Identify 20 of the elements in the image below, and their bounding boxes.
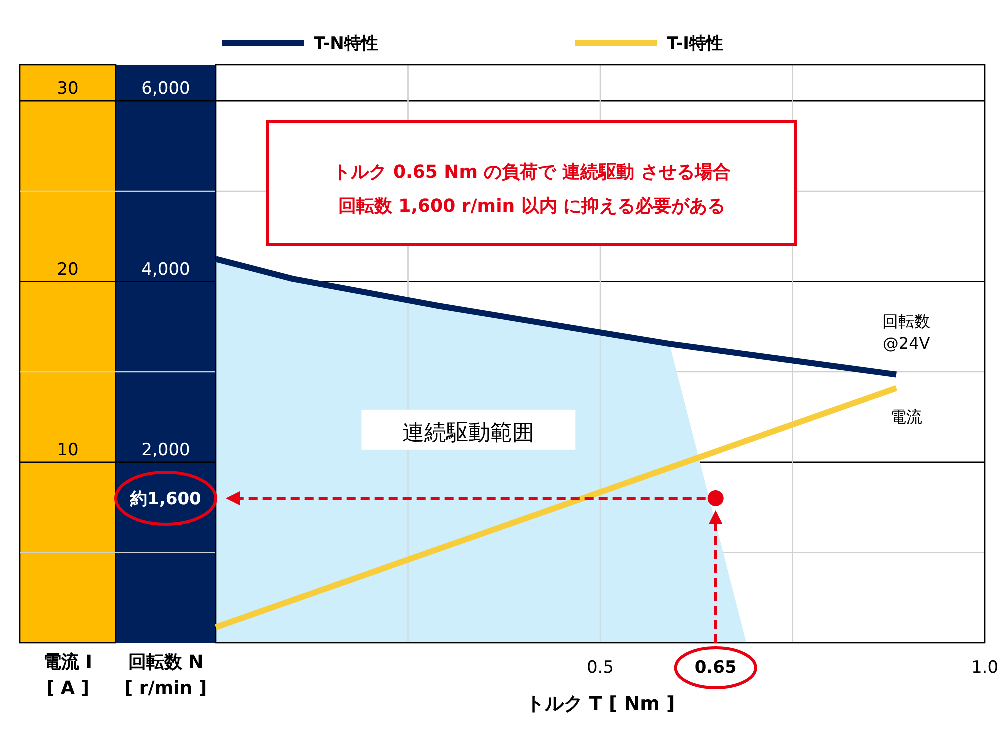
annotation: トルク 0.65 Nm の負荷で 連続駆動 させる場合 bbox=[333, 162, 731, 183]
legend-label: T-N特性 bbox=[314, 34, 378, 54]
y2-tick-label: 10 bbox=[57, 440, 79, 460]
x-axis-title: トルク T [ Nm ] bbox=[526, 693, 676, 715]
annotation: 回転数 @24V bbox=[882, 312, 931, 353]
y-tick-label: 2,000 bbox=[142, 440, 190, 460]
x-tick-label: 0.65 bbox=[694, 658, 737, 678]
y2-axis-title: 電流 I [ A ] bbox=[44, 652, 92, 699]
y-axis-title: 回転数 N [ r/min ] bbox=[124, 652, 208, 699]
y2-tick-label: 30 bbox=[57, 79, 79, 100]
text: 約1,600 bbox=[130, 490, 202, 510]
x-tick-label: 1.0 bbox=[971, 658, 999, 678]
y-tick-label: 4,000 bbox=[142, 260, 190, 280]
x-tick-label: 0.5 bbox=[586, 658, 614, 678]
annotation: 回転数 1,600 r/min 以内 に抑える必要がある bbox=[338, 196, 726, 217]
y-tick-label: 6,000 bbox=[142, 79, 190, 100]
y2-tick-label: 20 bbox=[57, 260, 79, 280]
series-label: 連続駆動範囲 bbox=[402, 420, 535, 446]
legend-label: T-I特性 bbox=[667, 34, 724, 54]
annotation: 電流 bbox=[890, 407, 923, 426]
